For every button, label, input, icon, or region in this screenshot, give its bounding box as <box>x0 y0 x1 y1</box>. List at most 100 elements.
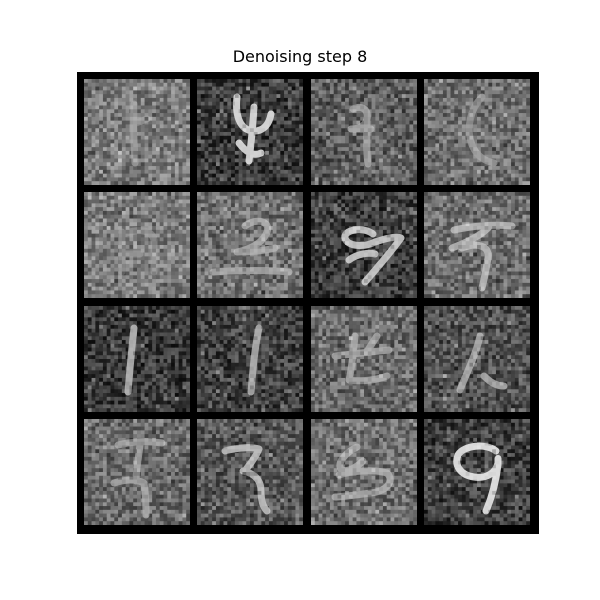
noise-pixel <box>155 97 161 103</box>
noise-pixel <box>314 139 319 144</box>
noise-pixel <box>118 173 123 178</box>
noise-pixel <box>171 248 176 253</box>
noise-pixel <box>182 109 187 114</box>
noise-pixel <box>409 169 414 174</box>
noise-pixel <box>329 97 335 103</box>
noise-pixel <box>87 252 92 257</box>
noise-pixel <box>390 132 395 137</box>
noise-pixel <box>394 94 399 99</box>
noise-pixel <box>227 192 232 197</box>
noise-pixel <box>129 97 134 103</box>
noise-pixel <box>121 143 126 148</box>
noise-pixel <box>284 79 289 84</box>
noise-pixel <box>427 147 432 152</box>
noise-pixel <box>413 86 417 91</box>
noise-pixel <box>409 124 414 129</box>
noise-pixel <box>129 260 134 265</box>
grid-cell-r0c0 <box>84 79 190 185</box>
noise-pixel <box>197 166 202 171</box>
noise-pixel <box>227 139 232 144</box>
noise-pixel <box>458 120 463 125</box>
noise-pixel <box>318 82 323 87</box>
noise-pixel <box>488 101 493 106</box>
noise-pixel <box>295 109 300 114</box>
noise-pixel <box>167 252 172 257</box>
noise-pixel <box>231 135 236 140</box>
noise-pixel <box>91 199 96 204</box>
noise-pixel <box>227 218 232 223</box>
noise-pixel <box>272 166 277 171</box>
noise-pixel <box>367 79 372 84</box>
noise-pixel <box>234 222 239 227</box>
noise-pixel <box>91 229 96 234</box>
grid-cell-r1c0 <box>84 192 190 298</box>
noise-pixel <box>272 143 277 148</box>
noise-pixel <box>95 263 100 269</box>
noise-pixel <box>427 150 432 156</box>
noise-pixel <box>394 169 399 174</box>
noise-pixel <box>102 101 108 106</box>
noise-pixel <box>140 271 145 276</box>
noise-pixel <box>484 128 489 133</box>
noise-pixel <box>140 139 145 144</box>
noise-pixel <box>133 105 137 110</box>
noise-pixel <box>133 203 138 208</box>
noise-pixel <box>110 162 115 167</box>
noise-pixel <box>159 101 164 106</box>
noise-pixel <box>409 79 414 84</box>
noise-pixel <box>95 139 100 144</box>
noise-pixel <box>182 192 187 197</box>
noise-pixel <box>318 143 323 148</box>
noise-pixel <box>174 120 179 125</box>
noise-pixel <box>87 181 92 185</box>
noise-pixel <box>102 177 108 182</box>
noise-pixel <box>364 82 369 87</box>
noise-pixel <box>121 97 126 102</box>
noise-pixel <box>265 109 270 114</box>
noise-pixel <box>329 120 335 125</box>
noise-pixel <box>219 94 224 99</box>
noise-pixel <box>212 214 217 219</box>
noise-pixel <box>178 233 183 238</box>
noise-pixel <box>152 169 157 174</box>
noise-pixel <box>129 214 134 219</box>
noise-pixel <box>204 86 209 91</box>
noise-pixel <box>114 282 119 287</box>
noise-pixel <box>431 90 436 95</box>
noise-pixel <box>356 139 361 144</box>
noise-pixel <box>253 199 258 204</box>
noise-pixel <box>208 158 213 163</box>
noise-pixel <box>341 166 346 171</box>
noise-pixel <box>337 150 342 156</box>
noise-pixel <box>133 214 138 219</box>
noise-pixel <box>295 150 300 156</box>
noise-pixel <box>390 124 395 129</box>
noise-pixel <box>442 147 448 152</box>
noise-pixel <box>121 214 126 219</box>
noise-pixel <box>518 162 523 167</box>
noise-pixel <box>322 162 327 167</box>
noise-pixel <box>413 79 417 84</box>
noise-pixel <box>367 86 372 91</box>
sample-image <box>197 79 303 185</box>
noise-pixel <box>223 105 228 110</box>
noise-pixel <box>137 275 142 280</box>
noise-pixel <box>367 105 372 110</box>
noise-pixel <box>299 120 303 125</box>
noise-pixel <box>398 169 403 174</box>
noise-pixel <box>261 90 266 95</box>
noise-pixel <box>450 135 455 140</box>
noise-pixel <box>352 143 357 148</box>
noise-pixel <box>484 113 489 118</box>
noise-pixel <box>458 101 463 106</box>
noise-pixel <box>186 139 190 144</box>
noise-pixel <box>129 86 134 91</box>
noise-pixel <box>186 210 190 216</box>
noise-pixel <box>268 222 274 227</box>
noise-pixel <box>488 82 493 87</box>
noise-pixel <box>137 79 142 84</box>
noise-pixel <box>413 181 417 185</box>
noise-pixel <box>227 94 232 99</box>
noise-pixel <box>503 135 508 140</box>
noise-pixel <box>295 177 300 182</box>
